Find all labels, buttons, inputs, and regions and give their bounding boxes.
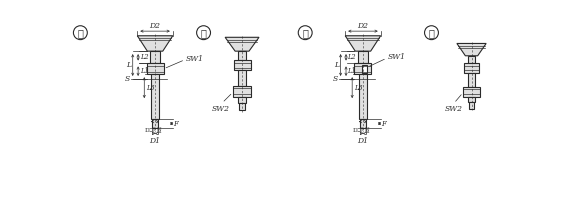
Text: SW1: SW1 bbox=[186, 55, 204, 63]
Bar bbox=[238, 51, 246, 60]
Text: L3: L3 bbox=[146, 84, 154, 92]
Bar bbox=[359, 74, 367, 119]
Text: D$^{-0.02}_{-0.04}$: D$^{-0.02}_{-0.04}$ bbox=[352, 126, 371, 136]
Text: L2: L2 bbox=[140, 53, 148, 61]
Text: L2: L2 bbox=[347, 53, 356, 61]
Bar bbox=[238, 97, 246, 103]
Text: D$^{-0.02}_{-0.04}$: D$^{-0.02}_{-0.04}$ bbox=[144, 126, 163, 136]
Text: D1: D1 bbox=[150, 137, 161, 145]
Bar bbox=[359, 51, 368, 63]
Bar bbox=[362, 65, 367, 73]
Bar bbox=[468, 97, 475, 102]
Bar bbox=[468, 73, 475, 87]
Text: D2: D2 bbox=[357, 22, 368, 30]
Text: S: S bbox=[125, 75, 130, 83]
Text: L3: L3 bbox=[354, 84, 363, 92]
Bar bbox=[463, 87, 480, 97]
Text: S: S bbox=[332, 75, 338, 83]
Text: SW2: SW2 bbox=[211, 105, 229, 112]
Bar bbox=[464, 63, 479, 73]
Bar bbox=[233, 86, 251, 97]
Polygon shape bbox=[345, 36, 381, 51]
Text: F: F bbox=[381, 120, 386, 128]
Bar bbox=[152, 119, 158, 128]
Bar bbox=[360, 119, 366, 128]
Text: D1: D1 bbox=[357, 137, 368, 145]
Text: Ⓒ: Ⓒ bbox=[302, 28, 308, 38]
Polygon shape bbox=[457, 44, 486, 56]
Bar bbox=[469, 102, 474, 109]
Text: F: F bbox=[173, 120, 178, 128]
Bar bbox=[238, 70, 246, 86]
Bar bbox=[147, 63, 164, 74]
Text: Ⓐ: Ⓐ bbox=[77, 28, 83, 38]
Text: SW2: SW2 bbox=[445, 105, 463, 113]
Polygon shape bbox=[225, 37, 259, 51]
Text: SW1: SW1 bbox=[388, 53, 406, 61]
Bar bbox=[150, 51, 159, 63]
Polygon shape bbox=[137, 36, 173, 51]
Text: L: L bbox=[334, 61, 339, 69]
Text: L1: L1 bbox=[347, 67, 356, 75]
Text: L1: L1 bbox=[140, 67, 148, 75]
Text: D2: D2 bbox=[150, 22, 161, 30]
Bar bbox=[468, 56, 475, 63]
Bar bbox=[239, 103, 245, 110]
Text: L: L bbox=[126, 61, 131, 69]
Bar bbox=[233, 60, 250, 70]
Text: Ⓓ: Ⓓ bbox=[428, 28, 434, 38]
Bar bbox=[151, 74, 159, 119]
Text: Ⓑ: Ⓑ bbox=[201, 28, 207, 38]
Bar bbox=[354, 63, 371, 74]
